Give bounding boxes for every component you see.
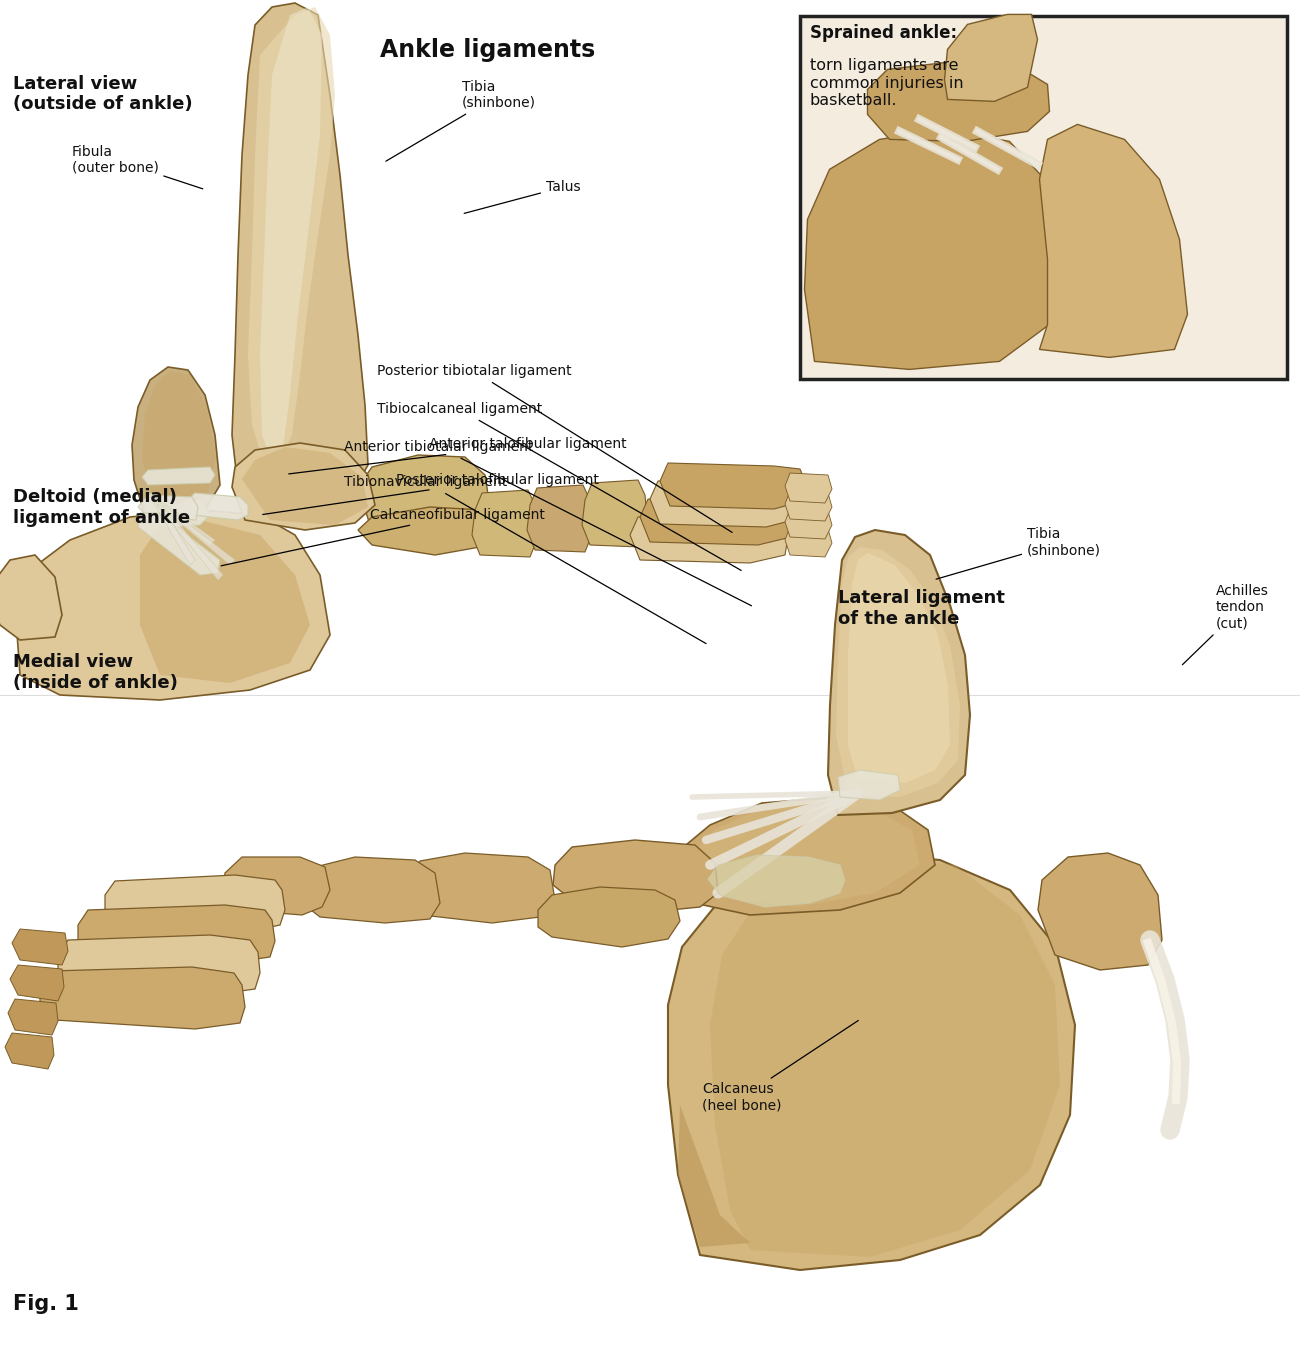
Polygon shape: [848, 553, 950, 783]
Polygon shape: [660, 463, 806, 509]
Polygon shape: [153, 501, 235, 565]
Polygon shape: [538, 888, 680, 947]
Polygon shape: [12, 930, 68, 965]
Text: Deltoid (medial)
ligament of ankle: Deltoid (medial) ligament of ankle: [13, 488, 190, 527]
Polygon shape: [785, 491, 832, 522]
Polygon shape: [302, 856, 439, 923]
Text: Ankle ligaments: Ankle ligaments: [380, 38, 595, 62]
Text: Calcaneus
(heel bone): Calcaneus (heel bone): [702, 1020, 858, 1112]
Polygon shape: [157, 505, 224, 580]
Polygon shape: [836, 547, 959, 797]
Text: Fig. 1: Fig. 1: [13, 1294, 79, 1314]
Polygon shape: [222, 856, 330, 915]
Text: Lateral view
(outside of ankle): Lateral view (outside of ankle): [13, 75, 192, 114]
Text: Posterior talofibular ligament: Posterior talofibular ligament: [263, 473, 599, 515]
Polygon shape: [640, 499, 794, 545]
Polygon shape: [138, 495, 198, 520]
Text: Anterior tibiotalar ligament: Anterior tibiotalar ligament: [344, 440, 751, 606]
Polygon shape: [16, 509, 330, 701]
Polygon shape: [472, 491, 538, 557]
Polygon shape: [8, 999, 58, 1035]
Text: Talus: Talus: [464, 180, 581, 213]
Polygon shape: [630, 518, 788, 562]
Polygon shape: [692, 802, 920, 906]
Polygon shape: [710, 856, 1060, 1257]
Polygon shape: [151, 497, 214, 545]
Polygon shape: [1040, 125, 1187, 358]
Polygon shape: [40, 967, 244, 1028]
Polygon shape: [133, 367, 220, 520]
Polygon shape: [679, 1104, 750, 1247]
Polygon shape: [680, 797, 935, 915]
Polygon shape: [668, 854, 1075, 1270]
Polygon shape: [231, 443, 374, 530]
Polygon shape: [945, 15, 1037, 102]
Text: Tibia
(shinbone): Tibia (shinbone): [936, 527, 1101, 579]
Polygon shape: [785, 473, 832, 503]
Text: Achilles
tendon
(cut): Achilles tendon (cut): [1183, 584, 1269, 665]
Polygon shape: [231, 3, 368, 507]
Text: Sprained ankle:: Sprained ankle:: [810, 24, 957, 42]
Text: Posterior tibiotalar ligament: Posterior tibiotalar ligament: [377, 364, 732, 533]
Text: Tibiocalcaneal ligament: Tibiocalcaneal ligament: [377, 402, 741, 570]
Text: Fibula
(outer bone): Fibula (outer bone): [72, 145, 203, 188]
Polygon shape: [358, 507, 488, 556]
Text: Tibionavicular ligament: Tibionavicular ligament: [344, 476, 706, 644]
Polygon shape: [828, 530, 970, 814]
Polygon shape: [142, 371, 216, 509]
Polygon shape: [1037, 854, 1162, 970]
Text: Tibia
(shinbone): Tibia (shinbone): [386, 80, 536, 161]
Text: Medial view
(inside of ankle): Medial view (inside of ankle): [13, 653, 178, 692]
Polygon shape: [785, 509, 832, 539]
Text: Calcaneofibular ligament: Calcaneofibular ligament: [221, 508, 546, 566]
Polygon shape: [838, 770, 900, 799]
Polygon shape: [182, 493, 248, 520]
Text: Anterior talofibular ligament: Anterior talofibular ligament: [289, 438, 627, 474]
Polygon shape: [526, 485, 593, 551]
Polygon shape: [0, 556, 62, 640]
Polygon shape: [10, 965, 64, 1001]
Polygon shape: [138, 514, 220, 575]
Polygon shape: [552, 840, 718, 913]
Polygon shape: [148, 493, 195, 565]
Polygon shape: [58, 935, 260, 995]
Polygon shape: [242, 447, 368, 524]
Text: Lateral ligament
of the ankle: Lateral ligament of the ankle: [838, 589, 1005, 629]
Bar: [800, 16, 1287, 379]
Polygon shape: [708, 855, 845, 906]
Polygon shape: [785, 527, 832, 557]
Polygon shape: [78, 905, 276, 963]
Polygon shape: [142, 467, 214, 485]
Polygon shape: [358, 455, 490, 535]
Polygon shape: [248, 7, 335, 459]
Polygon shape: [582, 480, 647, 547]
Polygon shape: [5, 1033, 55, 1069]
Polygon shape: [260, 7, 322, 457]
Polygon shape: [867, 61, 1049, 141]
Polygon shape: [406, 854, 555, 923]
Polygon shape: [105, 875, 285, 934]
Polygon shape: [140, 520, 309, 683]
Polygon shape: [650, 481, 800, 527]
Polygon shape: [805, 129, 1065, 370]
Polygon shape: [146, 500, 211, 527]
Text: torn ligaments are
common injuries in
basketball.: torn ligaments are common injuries in ba…: [810, 58, 963, 108]
